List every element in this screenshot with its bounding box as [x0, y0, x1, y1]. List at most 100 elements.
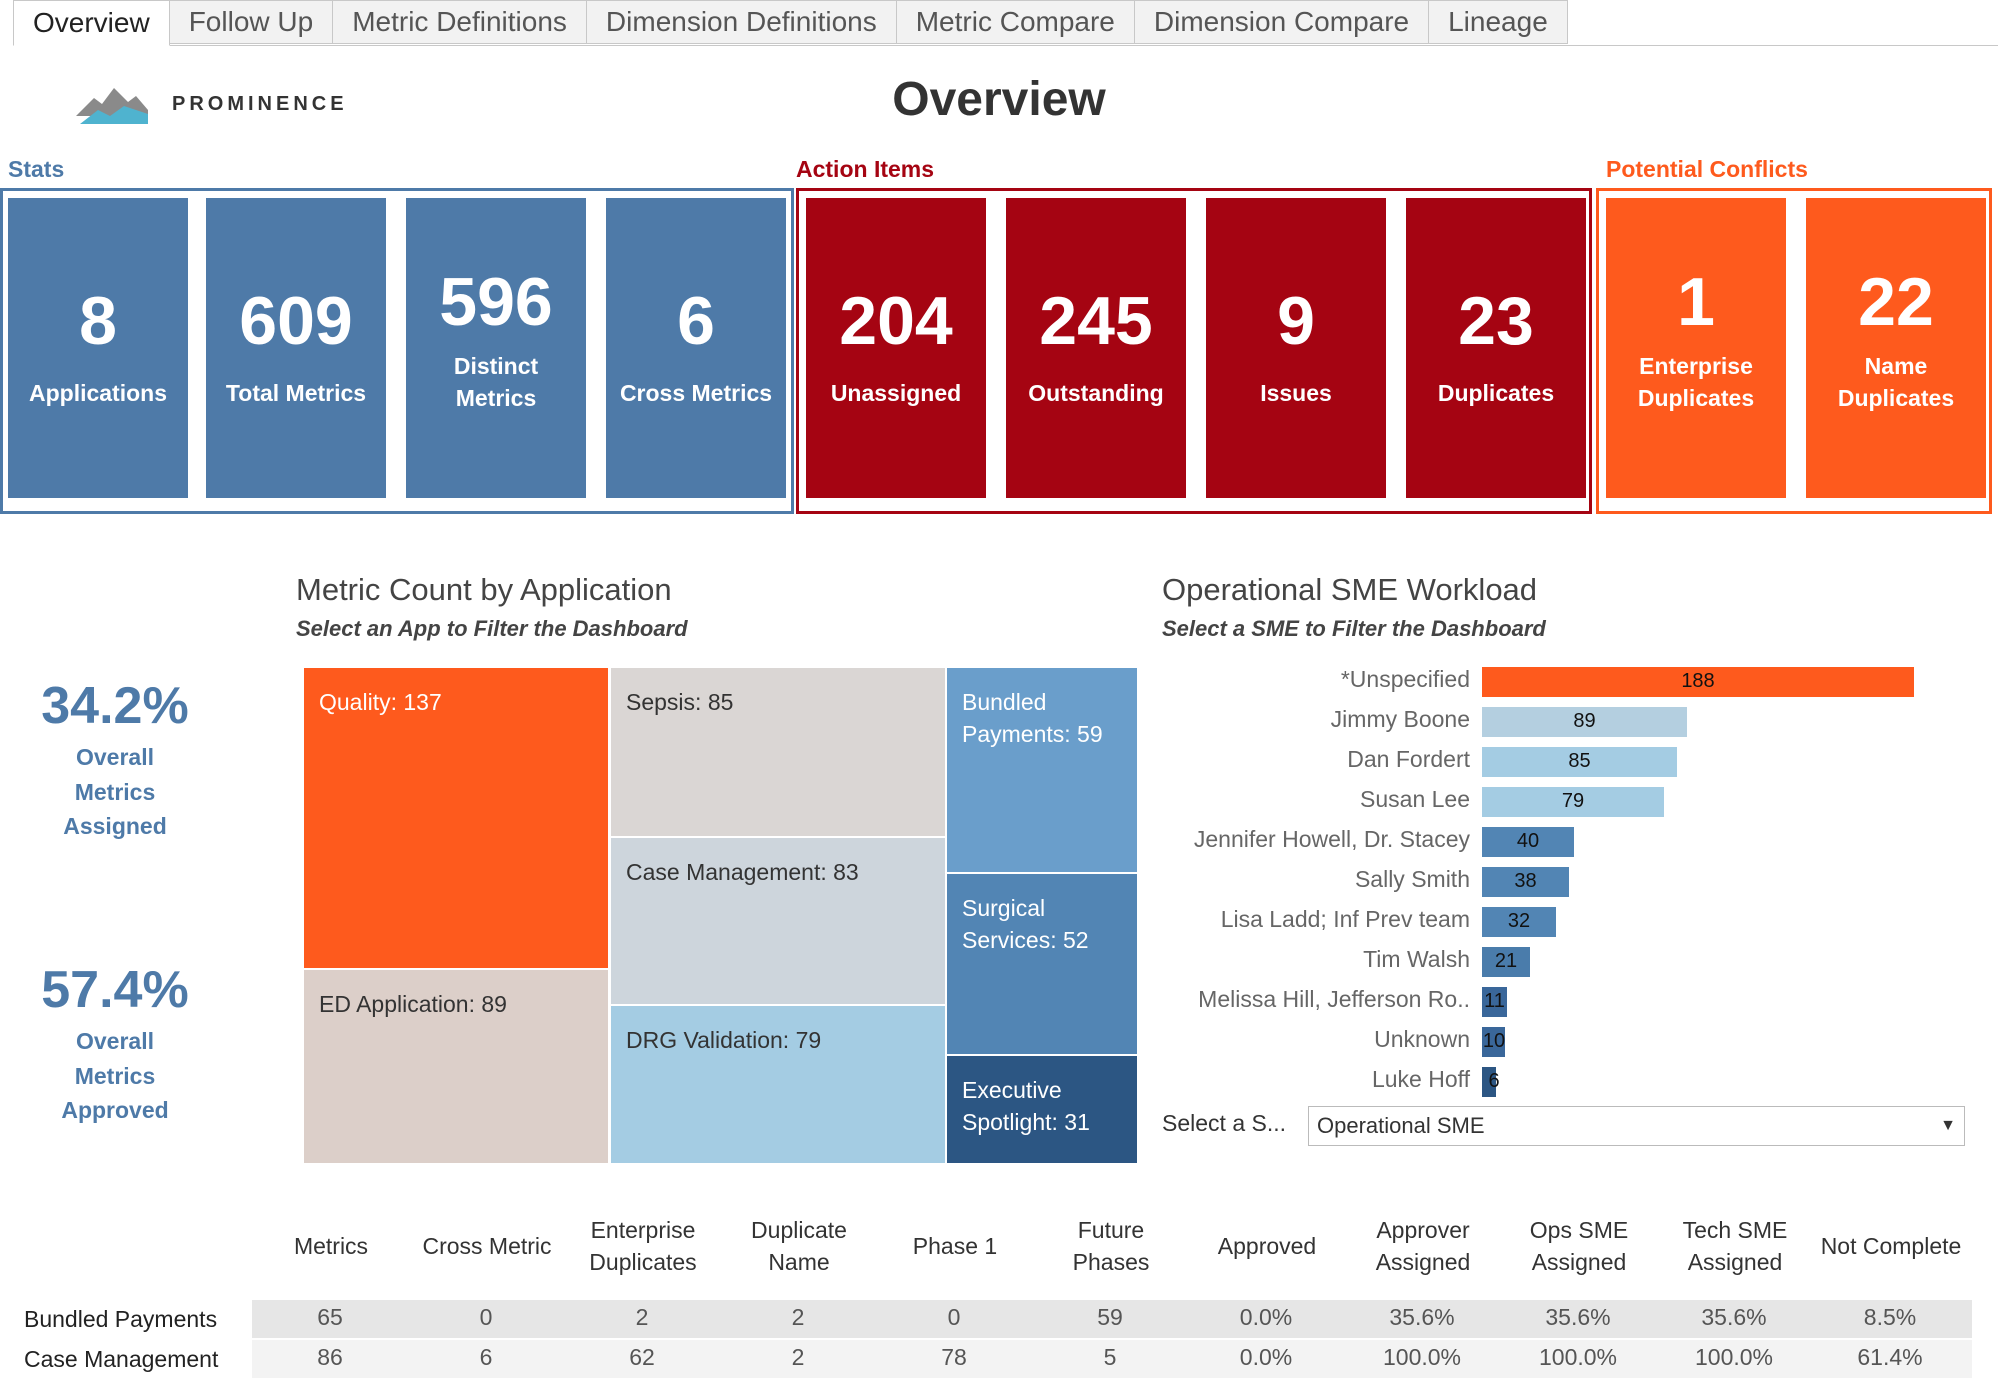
- kpi-outstanding[interactable]: 245 Outstanding: [1006, 198, 1186, 498]
- approved-caption: Overall Metrics Approved: [61, 1028, 169, 1123]
- treemap-cell-drg-validation[interactable]: DRG Validation: 79: [611, 1006, 945, 1163]
- table-column-header[interactable]: Metrics: [293, 1232, 369, 1259]
- sme-bar-value: 89: [1573, 710, 1596, 732]
- sme-bar-label[interactable]: Susan Lee: [1360, 786, 1470, 812]
- kpi-enterprise-duplicates[interactable]: 1 Enterprise Duplicates: [1606, 198, 1786, 498]
- sme-bar-label[interactable]: *Unspecified: [1340, 666, 1470, 692]
- sme-bar[interactable]: [1482, 787, 1664, 817]
- table-column-header[interactable]: Cross Metric: [422, 1232, 552, 1259]
- sme-bar-label[interactable]: Jimmy Boone: [1330, 706, 1470, 732]
- kpi-value: 8: [79, 282, 117, 359]
- kpi-applications[interactable]: 8 Applications: [8, 198, 188, 498]
- table-column-header[interactable]: Ops SME Assigned: [1529, 1216, 1629, 1275]
- kpi-cross-metrics[interactable]: 6 Cross Metrics: [606, 198, 786, 498]
- kpi-value: 609: [239, 282, 353, 359]
- tab-follow-up[interactable]: Follow Up: [169, 0, 334, 44]
- kpi-label: Total Metrics: [225, 379, 367, 406]
- kpi-issues[interactable]: 9 Issues: [1206, 198, 1386, 498]
- sme-bar[interactable]: [1482, 827, 1574, 857]
- kpi-label: Unassigned: [830, 379, 962, 406]
- mountain-logo-icon: [76, 88, 148, 124]
- table-row[interactable]: Case Management 86 6 62 2 78 5 0.0% 100.0% 100.0%…: [12, 1340, 1972, 1378]
- table-cell: 35.6%: [1389, 1304, 1455, 1330]
- sme-bar-value: 188: [1681, 670, 1715, 692]
- kpi-value: 596: [439, 263, 553, 340]
- tab-metric-compare[interactable]: Metric Compare: [896, 0, 1135, 44]
- kpi-value: 204: [839, 282, 953, 359]
- logo-text: PROMINENCE: [172, 92, 348, 115]
- kpi-label: Outstanding: [1028, 379, 1164, 406]
- sme-bar-label[interactable]: Sally Smith: [1354, 866, 1470, 892]
- kpi-name-duplicates[interactable]: 22 Name Duplicates: [1806, 198, 1986, 498]
- kpi-label: Distinct Metrics: [453, 352, 539, 411]
- treemap-cell-case-management[interactable]: Case Management: 83: [611, 838, 945, 1004]
- tab-overview[interactable]: Overview: [13, 0, 170, 46]
- table-column-header[interactable]: Approver Assigned: [1375, 1216, 1471, 1275]
- tab-dimension-definitions[interactable]: Dimension Definitions: [586, 0, 897, 44]
- table-column-header[interactable]: Future Phases: [1072, 1216, 1150, 1275]
- sme-bar-label[interactable]: Tim Walsh: [1363, 946, 1470, 972]
- table-column-header[interactable]: Approved: [1217, 1232, 1317, 1259]
- sme-select-dropdown[interactable]: Operational SME ▼: [1308, 1106, 1965, 1146]
- table-column-header[interactable]: Duplicate Name: [751, 1216, 847, 1275]
- table-cell: 5: [1103, 1344, 1117, 1370]
- kpi-value: 9: [1277, 282, 1315, 359]
- treemap-cell-quality[interactable]: Quality: 137: [304, 668, 608, 968]
- sme-bar[interactable]: [1482, 907, 1556, 937]
- sme-bar[interactable]: [1482, 707, 1687, 737]
- sme-bar[interactable]: [1482, 1067, 1496, 1097]
- kpi-total-metrics[interactable]: 609 Total Metrics: [206, 198, 386, 498]
- sme-bar[interactable]: [1482, 867, 1569, 897]
- page-title: Overview: [892, 73, 1106, 126]
- sme-select-label: Select a S...: [1162, 1110, 1287, 1136]
- assigned-caption: Overall Metrics Assigned: [63, 744, 167, 839]
- table-cell: 8.5%: [1863, 1304, 1917, 1330]
- kpi-duplicates[interactable]: 23 Duplicates: [1406, 198, 1586, 498]
- sme-bar-label[interactable]: Lisa Ladd; Inf Prev team: [1220, 906, 1470, 932]
- treemap-cell-bundled-payments[interactable]: Bundled Payments: 59: [947, 668, 1137, 872]
- table-column-header[interactable]: Not Complete: [1820, 1232, 1962, 1259]
- table-column-header[interactable]: Tech SME Assigned: [1682, 1216, 1788, 1275]
- table-cell: 0.0%: [1239, 1344, 1293, 1370]
- potential-conflicts-box: [1596, 188, 1992, 514]
- table-column-header[interactable]: Enterprise Duplicates: [589, 1216, 697, 1275]
- sme-bar-label[interactable]: Melissa Hill, Jefferson Ro..: [1198, 986, 1470, 1012]
- treemap-cell-sepsis[interactable]: Sepsis: 85: [611, 668, 945, 836]
- sme-bar-label[interactable]: Jennifer Howell, Dr. Stacey: [1193, 826, 1470, 852]
- table-cell: 100.0%: [1694, 1344, 1773, 1370]
- treemap-cell-executive-spotlight[interactable]: Executive Spotlight: 31: [947, 1056, 1137, 1163]
- action-items-label: Action Items: [796, 156, 935, 182]
- stats-label: Stats: [8, 156, 65, 182]
- sme-bar[interactable]: [1482, 987, 1507, 1017]
- table-row[interactable]: Bundled Payments 65 0 2 2 0 59 0.0% 35.6% 35.6% 35…: [12, 1300, 1972, 1338]
- tab-metric-definitions[interactable]: Metric Definitions: [333, 0, 587, 44]
- treemap-title: Metric Count by Application: [296, 572, 672, 607]
- treemap-cell-surgical-services[interactable]: Surgical Services: 52: [947, 874, 1137, 1054]
- potential-conflicts-label: Potential Conflicts: [1606, 156, 1808, 182]
- kpi-label: Applications: [28, 379, 167, 406]
- treemap-cell-ed-application[interactable]: ED Application: 89: [304, 970, 608, 1163]
- stats-box: [0, 188, 794, 514]
- sme-bar[interactable]: [1482, 667, 1914, 697]
- table-column-header[interactable]: Phase 1: [912, 1232, 998, 1259]
- table-cell: 100.0%: [1382, 1344, 1461, 1370]
- tab-lineage[interactable]: Lineage: [1429, 0, 1568, 44]
- sme-bar-value: 21: [1494, 950, 1518, 972]
- row-background: [252, 1300, 1972, 1338]
- sme-bar[interactable]: [1482, 1027, 1505, 1057]
- sme-chart-subtitle: Select a SME to Filter the Dashboard: [1162, 616, 1546, 641]
- table-cell: 59: [1097, 1304, 1123, 1330]
- sme-bar-label[interactable]: Dan Fordert: [1347, 746, 1470, 772]
- sme-bar-label[interactable]: Luke Hoff: [1371, 1066, 1470, 1092]
- sme-bar-label[interactable]: Unknown: [1374, 1026, 1470, 1052]
- kpi-unassigned[interactable]: 204 Unassigned: [806, 198, 986, 498]
- chevron-down-icon: ▼: [1940, 1117, 1956, 1134]
- kpi-distinct-metrics[interactable]: 596 Distinct Metrics: [406, 198, 586, 498]
- kpi-value: 6: [677, 282, 715, 359]
- sme-chart-title: Operational SME Workload: [1162, 572, 1538, 607]
- tab-dimension-compare[interactable]: Dimension Compare: [1134, 0, 1430, 44]
- sme-bar[interactable]: [1482, 747, 1677, 777]
- kpi-value: 22: [1858, 263, 1934, 340]
- table-row-name: Case Management: [24, 1346, 219, 1372]
- sme-bar[interactable]: [1482, 947, 1530, 977]
